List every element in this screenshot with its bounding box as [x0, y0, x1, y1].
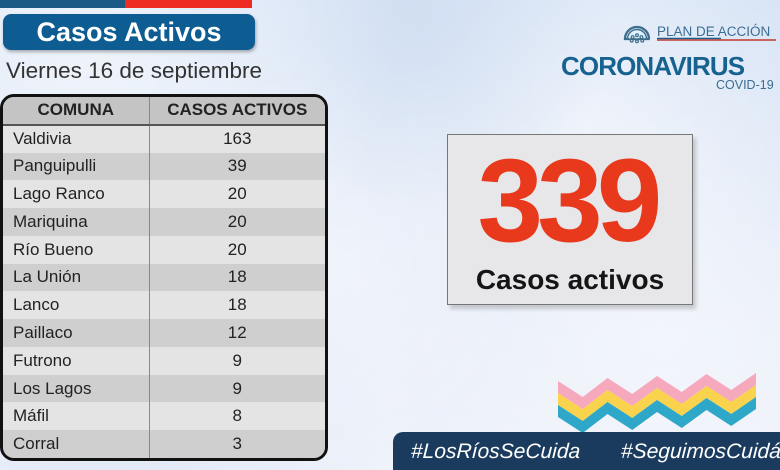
svg-text:PLAN DE ACCIÓN: PLAN DE ACCIÓN [657, 24, 770, 39]
svg-text:COVID-19: COVID-19 [716, 78, 774, 92]
svg-text:CORONAVIRUS: CORONAVIRUS [561, 51, 745, 81]
